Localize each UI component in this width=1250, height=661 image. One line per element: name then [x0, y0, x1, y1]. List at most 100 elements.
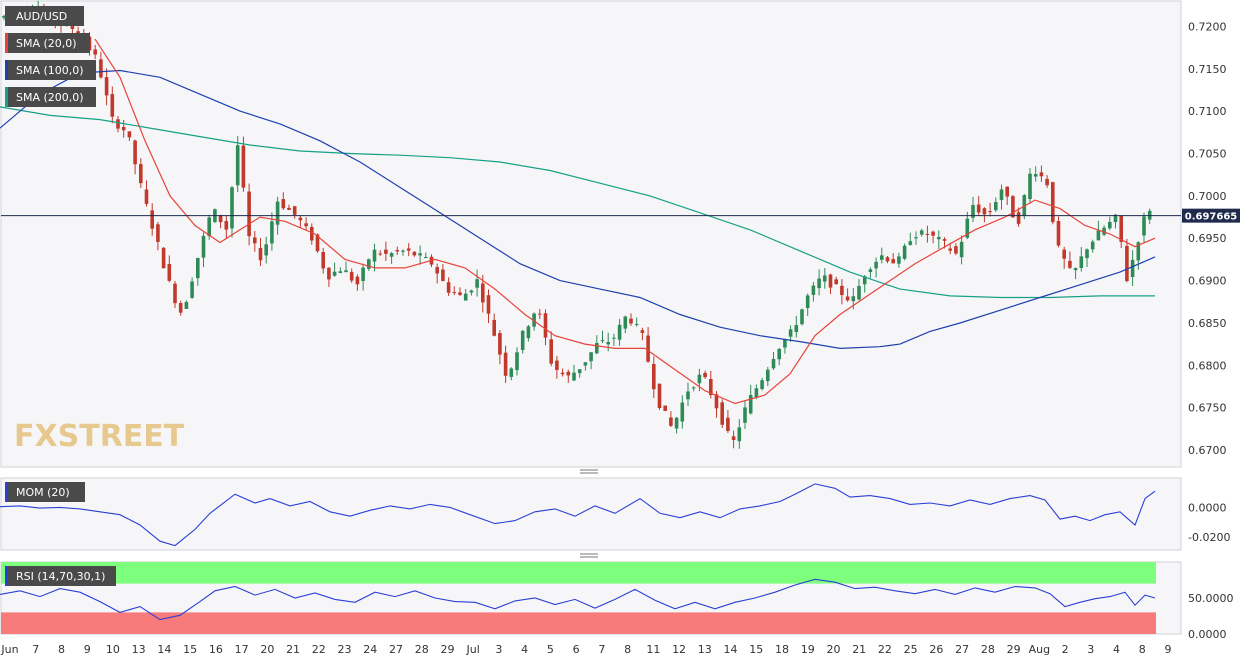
watermark: FXSTREET [14, 419, 185, 454]
candle-body [127, 131, 132, 138]
candle-body [173, 283, 177, 304]
candle-body [948, 248, 952, 251]
rsi-line [0, 578, 1156, 621]
x-tick-label: 8 [58, 643, 65, 656]
candle-body [116, 119, 120, 129]
candle-body [686, 391, 690, 400]
candle-body [446, 282, 451, 293]
rsi-overbought-zone [1, 562, 1156, 584]
x-tick-label: 15 [183, 643, 197, 656]
legend-sma200[interactable]: SMA (200,0) [5, 87, 96, 107]
price-tick-label: 0.6950 [1188, 232, 1227, 245]
x-tick-label: 17 [235, 643, 249, 656]
legend-sma100[interactable]: SMA (100,0) [5, 60, 96, 80]
candle-body [902, 245, 907, 259]
candle-body [617, 324, 622, 340]
candle-body [663, 405, 667, 411]
candle-body [515, 352, 519, 371]
x-tick-label: 19 [801, 643, 815, 656]
sma100-label: SMA (100,0) [16, 64, 84, 77]
candle-body [800, 309, 804, 325]
candle-body [612, 337, 616, 339]
candle-body [811, 285, 816, 295]
legend-symbol[interactable]: AUD/USD [5, 6, 84, 26]
legend-mom[interactable]: MOM (20) [5, 482, 85, 502]
candle-body [367, 259, 371, 269]
candle-body [1033, 174, 1038, 177]
candle-body [606, 341, 610, 345]
sma200-line [0, 106, 1155, 299]
candle-body [1142, 216, 1146, 236]
price-tick-label: 0.7200 [1188, 20, 1227, 33]
candle-body [1028, 173, 1032, 200]
legend-sma20[interactable]: SMA (20,0) [5, 33, 90, 53]
candle-body [737, 427, 742, 442]
candle-body [589, 352, 593, 362]
candle-body [925, 233, 930, 235]
panel-resize-handle-1[interactable] [580, 469, 598, 474]
x-tick-label: 5 [547, 643, 554, 656]
price-tick-label: 0.6900 [1188, 275, 1227, 288]
rsi-tick-label: 50.0000 [1188, 592, 1234, 605]
candle-body [218, 215, 223, 223]
candle-body [70, 24, 75, 29]
x-tick-label: 24 [363, 643, 377, 656]
x-tick-label: 4 [1113, 643, 1120, 656]
x-tick-label: 14 [724, 643, 738, 656]
candle-body [897, 256, 901, 264]
candle-body [230, 187, 234, 229]
price-tick-label: 0.7050 [1188, 148, 1227, 161]
candle-body [538, 313, 542, 315]
candle-body [623, 316, 628, 329]
candle-body [697, 374, 702, 384]
candle-body [543, 313, 548, 338]
candle-body [349, 271, 354, 281]
candle-body [463, 293, 468, 301]
x-tick-label: 4 [521, 643, 528, 656]
candle-body [1108, 221, 1112, 229]
momentum-line [0, 483, 1156, 547]
candle-body [954, 246, 958, 254]
candle-body [908, 241, 913, 245]
x-tick-label: 26 [929, 643, 943, 656]
last-price-badge: 0.697665 [1182, 208, 1240, 223]
candle-body [458, 292, 462, 295]
x-tick-label: 20 [826, 643, 840, 656]
candle-body [110, 94, 115, 117]
legend-rsi[interactable]: RSI (14,70,30,1) [5, 566, 116, 586]
candle-body [572, 372, 576, 381]
x-tick-label: 13 [698, 643, 712, 656]
candle-body [703, 372, 707, 378]
price-tick-label: 0.6850 [1188, 317, 1227, 330]
candle-body [498, 333, 502, 355]
candle-body [771, 358, 776, 369]
indicator-lines [0, 38, 1156, 621]
candle-body [526, 326, 531, 339]
x-tick-label: 28 [415, 643, 429, 656]
candle-body [634, 323, 639, 325]
panel-resize-handle-2[interactable] [580, 553, 598, 558]
x-tick-label: Aug [1029, 643, 1050, 656]
candle-body [834, 279, 838, 285]
candle-body [652, 363, 656, 390]
candle-body [270, 221, 274, 244]
candle-body [253, 237, 257, 244]
candle-body [817, 278, 821, 289]
candle-body [891, 259, 895, 264]
candle-body [395, 250, 400, 252]
x-tick-label: 7 [598, 643, 605, 656]
candle-body [344, 270, 348, 273]
candle-body [595, 342, 599, 354]
candle-body [298, 217, 303, 221]
candle-body [845, 296, 850, 301]
candle-body [412, 251, 417, 256]
candle-body [310, 226, 314, 241]
candle-body [304, 223, 308, 227]
candle-body [760, 380, 764, 389]
candle-body [139, 164, 143, 184]
candle-body [994, 202, 998, 211]
candle-body [828, 274, 833, 288]
candle-body [937, 236, 941, 240]
x-tick-label: 21 [852, 643, 866, 656]
